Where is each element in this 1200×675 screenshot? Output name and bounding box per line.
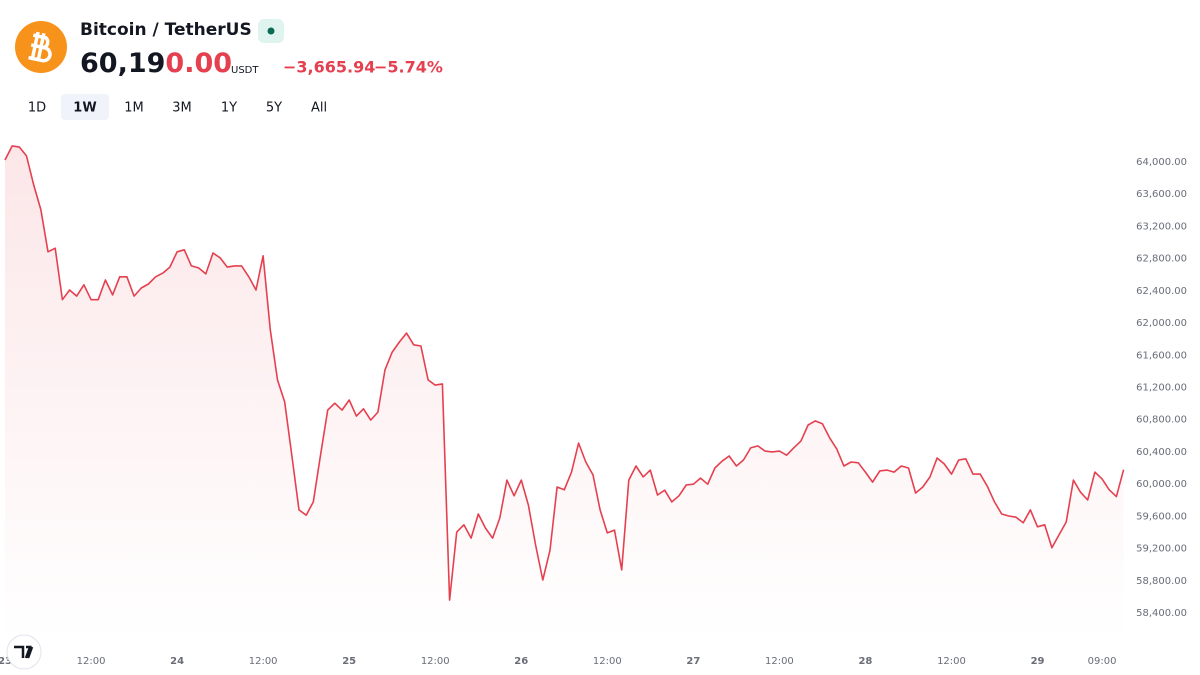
y-tick-label: 61,600.00 (1136, 350, 1187, 361)
status-dot (267, 27, 275, 35)
x-tick-label: 12:00 (249, 656, 278, 667)
y-tick-label: 58,400.00 (1136, 608, 1187, 619)
x-tick-label: 28 (858, 656, 872, 667)
range-bar: 1D 1W 1M 3M 1Y 5Y All (28, 94, 327, 120)
y-tick-label: 63,200.00 (1136, 221, 1187, 232)
x-tick-label: 09:00 (1088, 656, 1117, 667)
change-percent: −5.74% (374, 58, 443, 77)
y-tick-label: 59,600.00 (1136, 511, 1187, 522)
range-button[interactable]: 5Y (266, 101, 282, 116)
y-tick-label: 58,800.00 (1136, 576, 1187, 587)
y-tick-label: 60,800.00 (1136, 415, 1187, 426)
symbol-name: Bitcoin / TetherUS (80, 20, 252, 40)
area-fill (5, 145, 1124, 640)
range-button[interactable]: 1W (73, 101, 96, 116)
x-tick-label: 24 (170, 656, 184, 667)
x-tick-label: 12:00 (77, 656, 106, 667)
y-tick-label: 64,000.00 (1136, 157, 1187, 168)
y-tick-label: 62,400.00 (1136, 286, 1187, 297)
range-button[interactable]: 3M (172, 101, 192, 116)
price: 60,190.00 (80, 48, 232, 79)
y-tick-label: 61,200.00 (1136, 383, 1187, 394)
x-tick-label: 25 (342, 656, 356, 667)
currency: USDT (231, 65, 259, 76)
price-tail: 0.00 (165, 48, 232, 79)
logo (14, 645, 34, 659)
range-active-bg (61, 94, 109, 120)
change: −3,665.94 (283, 58, 375, 77)
range-button[interactable]: 1D (28, 101, 46, 116)
y-tick-label: 59,200.00 (1136, 544, 1187, 555)
x-tick-label: 12:00 (421, 656, 450, 667)
x-tick-label: 29 (1031, 656, 1045, 667)
x-tick-label: 12:00 (937, 656, 966, 667)
y-tick-label: 63,600.00 (1136, 189, 1187, 200)
y-tick-label: 62,800.00 (1136, 254, 1187, 265)
range-button[interactable]: All (311, 101, 327, 116)
y-tick-label: 60,000.00 (1136, 479, 1187, 490)
range-button[interactable]: 1Y (221, 101, 237, 116)
x-tick-label: 12:00 (765, 656, 794, 667)
x-tick-label: 23 (0, 656, 12, 667)
x-tick-label: 26 (514, 656, 528, 667)
coin-symbol (28, 31, 52, 63)
y-tick-label: 62,000.00 (1136, 318, 1187, 329)
range-button[interactable]: 1M (124, 101, 144, 116)
price-line (4, 145, 1125, 601)
x-tick-label: 12:00 (593, 656, 622, 667)
plot: 58,400.00 58,800.00 59,200.00 59,600.00 60,0… (0, 145, 1187, 667)
price-main: 60,19 (80, 48, 165, 79)
x-tick-label: 27 (686, 656, 700, 667)
y-tick-label: 60,400.00 (1136, 447, 1187, 458)
